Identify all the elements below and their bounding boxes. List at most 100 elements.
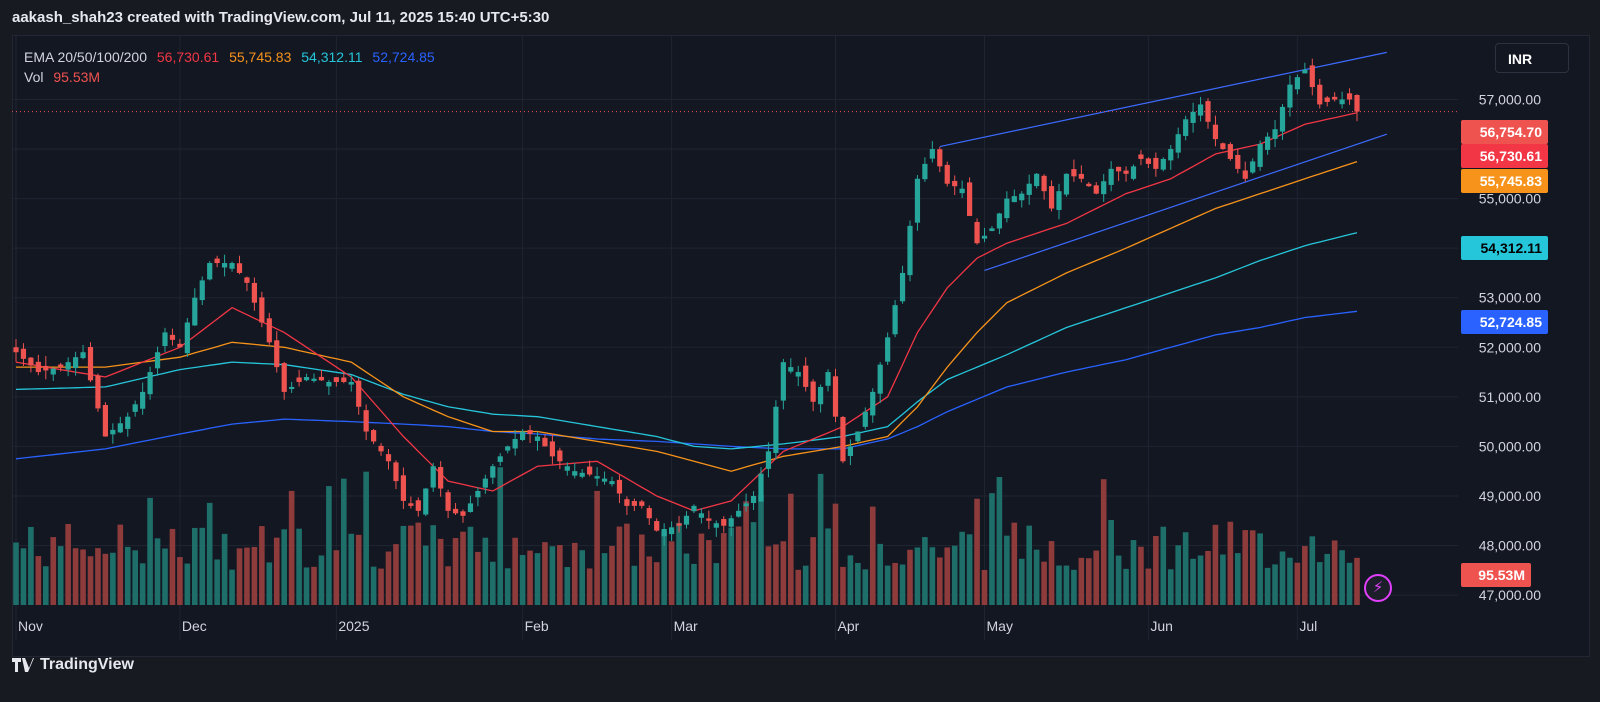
candle-body — [348, 381, 354, 385]
volume-bar — [244, 547, 250, 605]
volume-bar — [1048, 541, 1055, 605]
volume-bar — [966, 534, 973, 605]
candle-body — [616, 479, 623, 494]
volume-legend-row[interactable]: Vol 95.53M — [24, 67, 441, 87]
volume-bar — [1011, 522, 1018, 605]
candle-body — [765, 451, 772, 469]
candle-body — [214, 258, 220, 264]
candle-body — [855, 431, 861, 442]
price-label-text-ema20: 56,730.61 — [1480, 148, 1542, 164]
candle-body — [1287, 84, 1293, 108]
volume-bar — [378, 568, 384, 605]
volume-bar — [1086, 558, 1092, 605]
volume-bar — [713, 563, 720, 605]
price-label-text-ema100: 54,312.11 — [1480, 240, 1542, 256]
volume-bar — [1309, 536, 1316, 605]
volume-bar — [944, 547, 951, 605]
volume-bar — [467, 526, 474, 605]
candle-body — [631, 500, 637, 506]
volume-bar — [557, 545, 563, 605]
candle-body — [534, 436, 541, 441]
candle-body — [1279, 106, 1286, 132]
volume-bar — [296, 528, 302, 605]
volume-bar — [1100, 479, 1107, 605]
volume-bar — [1033, 549, 1040, 605]
candle-body — [95, 375, 101, 409]
candle-body — [1145, 158, 1151, 164]
ema200-value: 52,724.85 — [372, 49, 435, 65]
price-tick-label: 52,000.00 — [1479, 339, 1541, 355]
candle-body — [1354, 95, 1360, 112]
volume-bar — [929, 547, 936, 605]
volume-bar — [892, 562, 898, 605]
candle-body — [899, 272, 906, 302]
candle-body — [303, 377, 310, 381]
volume-bar — [422, 545, 429, 605]
candle-body — [1056, 191, 1062, 210]
ema100-value: 54,312.11 — [301, 49, 363, 65]
candle-body — [959, 188, 965, 194]
candle-body — [154, 352, 161, 369]
candle-body — [356, 380, 362, 407]
volume-bar — [1331, 540, 1338, 605]
time-axis-label: Feb — [525, 618, 549, 634]
candle-body — [512, 438, 518, 449]
candle-body — [1190, 111, 1196, 123]
volume-bar — [698, 533, 705, 605]
candle-body — [810, 381, 816, 402]
candle-body — [1346, 93, 1353, 100]
volume-bar — [117, 524, 124, 605]
candle-body — [542, 437, 548, 447]
volume-bar — [20, 548, 27, 605]
volume-bar — [102, 553, 109, 605]
candle-body — [505, 446, 511, 451]
time-axis-label: May — [987, 618, 1013, 634]
candle-body — [557, 450, 563, 462]
volume-bar — [840, 566, 846, 605]
volume-bar — [147, 497, 153, 605]
volume-bar — [1160, 526, 1167, 605]
candle-body — [1048, 186, 1055, 209]
candle-body — [750, 495, 757, 503]
candle-body — [296, 377, 302, 382]
candle-body — [371, 430, 377, 442]
ema-legend-row[interactable]: EMA 20/50/100/200 56,730.61 55,745.83 54… — [24, 47, 441, 67]
candle-body — [698, 513, 704, 518]
candle-body — [333, 377, 339, 382]
volume-bar — [132, 550, 138, 605]
candle-body — [378, 445, 384, 452]
currency-button[interactable]: INR — [1495, 43, 1569, 73]
volume-bar — [445, 566, 451, 605]
volume-bar — [348, 533, 355, 605]
volume-bar — [974, 498, 980, 605]
volume-bar — [236, 548, 243, 605]
volume-bar — [922, 537, 928, 605]
candle-body — [780, 362, 786, 401]
candle-body — [1242, 170, 1248, 179]
volume-bar — [1056, 565, 1062, 605]
author-line: aakash_shah23 created with TradingView.c… — [12, 9, 550, 26]
candle-body — [207, 263, 213, 280]
volume-bar — [80, 549, 86, 605]
candle-body — [1183, 119, 1189, 136]
candle-body — [460, 511, 466, 516]
volume-bar — [1235, 553, 1241, 605]
candle-body — [1138, 154, 1144, 159]
volume-bar — [1220, 554, 1226, 605]
volume-bar — [899, 564, 906, 605]
candle-body — [1265, 136, 1271, 150]
lightning-icon[interactable]: ⚡ — [1364, 574, 1392, 602]
volume-bar — [817, 473, 824, 605]
candle-body — [974, 221, 980, 244]
volume-bar — [646, 556, 653, 605]
candle-body — [549, 441, 555, 457]
candle-body — [341, 377, 347, 382]
candle-body — [259, 297, 265, 323]
candle-body — [102, 405, 108, 437]
candle-body — [1026, 183, 1032, 195]
volume-bar — [825, 528, 831, 605]
price-tick-label: 57,000.00 — [1479, 91, 1541, 107]
candle-body — [80, 352, 86, 359]
candle-body — [415, 500, 421, 511]
